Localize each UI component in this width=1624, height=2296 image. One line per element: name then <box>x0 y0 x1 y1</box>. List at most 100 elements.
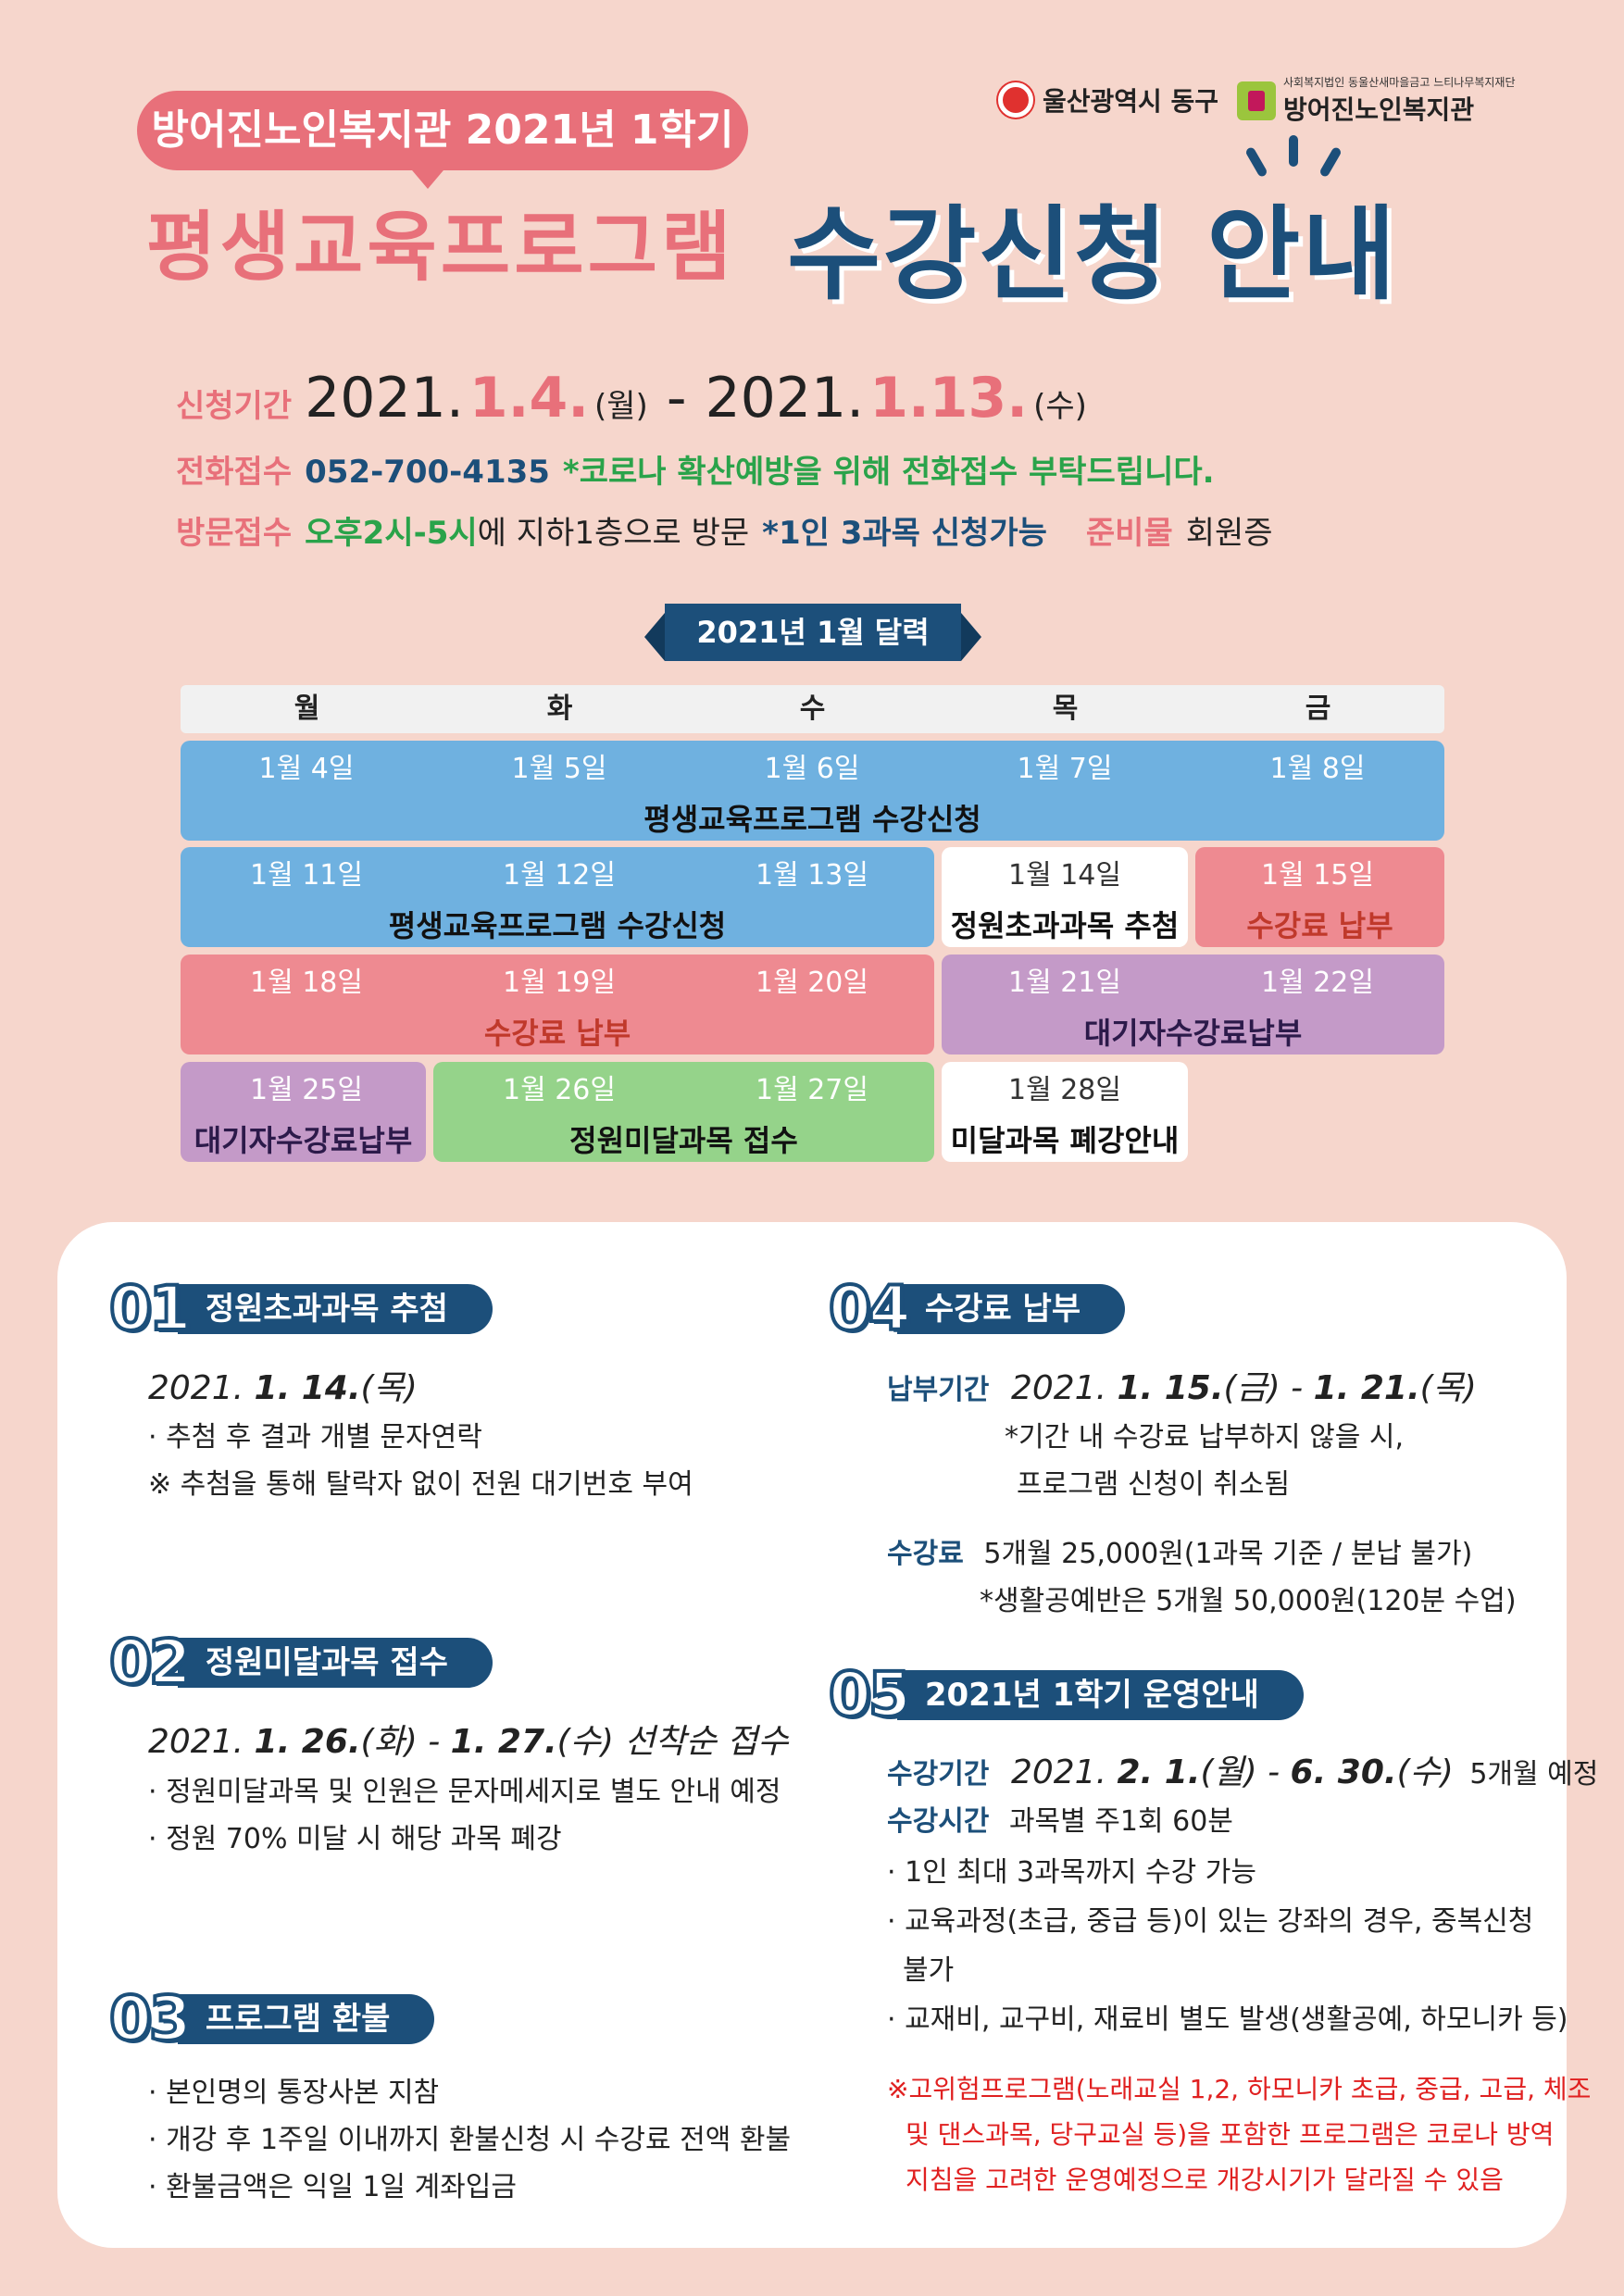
calendar-date: 1월 19일 <box>503 967 616 999</box>
calendar-date: 1월 12일 <box>503 859 616 892</box>
period-end-year: 2021. <box>705 366 865 430</box>
calendar-date: 1월 13일 <box>756 859 868 892</box>
date-text: 2021. <box>148 1369 255 1407</box>
section-01-header: 01 정원초과과목 추첨 <box>107 1271 493 1346</box>
date-text-bold: 1. 26. <box>254 1723 361 1761</box>
calendar-title: 2021년 1월 달력 <box>644 604 981 661</box>
phone-application: 전화접수 052-700-4135 *코로나 확산예방을 위해 전화접수 부탁드… <box>176 446 1215 492</box>
section-04-header: 04 수강료 납부 <box>827 1271 1126 1346</box>
weekday-fri: 금 <box>1305 693 1331 725</box>
section-title: 정원미달과목 접수 <box>177 1637 493 1688</box>
section-04-note: *기간 내 수강료 납부하지 않을 시, <box>1005 1421 1405 1454</box>
calendar-event-label: 정원미달과목 접수 <box>569 1123 798 1158</box>
visit-label: 방문접수 <box>176 515 293 552</box>
calendar-event-label: 정원초과과목 추첨 <box>950 908 1180 943</box>
payment-period-label: 납부기간 <box>887 1374 990 1406</box>
details-panel <box>57 1222 1567 2248</box>
section-01-line: · 추첨 후 결과 개별 문자연락 <box>148 1421 482 1454</box>
section-03-header: 03 프로그램 환불 <box>107 1981 435 2056</box>
prep-label: 준비물 <box>1085 515 1173 552</box>
section-03-line: · 환불금액은 익일 1일 계좌입금 <box>148 2171 517 2203</box>
section-number: 05 <box>827 1657 913 1732</box>
section-05-period: 수강기간 2021. 2. 1.(월) - 6. 30.(수) 5개월 예정 <box>887 1745 1598 1793</box>
section-05-warning: 및 댄스과목, 당구교실 등)을 포함한 프로그램은 코로나 방역 <box>906 2119 1555 2150</box>
course-period-note: 5개월 예정 <box>1469 1758 1599 1791</box>
phone-number: 052-700-4135 <box>305 454 550 491</box>
section-02-line: · 정원 70% 미달 시 해당 과목 폐강 <box>148 1823 562 1855</box>
course-period-label: 수강기간 <box>887 1758 990 1791</box>
calendar-date: 1월 4일 <box>258 753 355 785</box>
calendar-weekday-header: 월 화 수 목 금 <box>181 685 1444 733</box>
fee-value: 5개월 25,000원(1과목 기준 / 분납 불가) <box>983 1538 1473 1570</box>
section-02-header: 02 정원미달과목 접수 <box>107 1625 493 1700</box>
calendar-event-label: 수강료 납부 <box>483 1016 631 1051</box>
page-title-right: 수강신청 안내 <box>787 195 1398 314</box>
visit-time: 오후2시-5시 <box>305 515 478 552</box>
calendar-date: 1월 26일 <box>503 1074 616 1106</box>
section-03-line: · 본인명의 통장사본 지참 <box>148 2077 440 2109</box>
calendar-date: 1월 27일 <box>756 1074 868 1106</box>
dong-gu-logo-text: 울산광역시 동구 <box>1043 86 1219 117</box>
sparkle-icon <box>1289 135 1298 167</box>
date-text-bold: 2. 1. <box>1117 1753 1201 1791</box>
section-05-time: 수강시간 과목별 주1회 60분 <box>887 1798 1233 1839</box>
section-04-fee: 수강료 5개월 25,000원(1과목 기준 / 분납 불가) <box>887 1530 1472 1571</box>
calendar-event-under-enrolled <box>433 1062 934 1162</box>
section-05-line: · 교육과정(초급, 중급 등)이 있는 강좌의 경우, 중복신청 <box>887 1905 1534 1938</box>
calendar-event-cancellation-notice <box>942 1062 1188 1162</box>
section-title: 수강료 납부 <box>896 1283 1126 1334</box>
date-text-bold: 1. 15. <box>1117 1369 1224 1407</box>
page-title-left: 평생교육프로그램 <box>146 204 735 292</box>
date-text: (수) 선착순 접수 <box>556 1723 789 1761</box>
calendar-date: 1월 15일 <box>1261 859 1374 892</box>
calendar-event-payment <box>1195 847 1444 947</box>
section-02-date: 2021. 1. 26.(화) - 1. 27.(수) 선착순 접수 <box>148 1715 788 1763</box>
calendar-event-waitlist-payment <box>181 1062 426 1162</box>
period-start-date: 1.4. <box>468 366 589 430</box>
calendar-event-week1 <box>181 741 1444 841</box>
header-pill: 방어진노인복지관 2021년 1학기 <box>137 91 748 170</box>
calendar-date: 1월 18일 <box>250 967 363 999</box>
section-05-header: 05 2021년 1학기 운영안내 <box>827 1657 1304 1732</box>
weekday-tue: 화 <box>546 693 573 725</box>
section-02-line: · 정원미달과목 및 인원은 문자메세지로 별도 안내 예정 <box>148 1776 781 1808</box>
period-end-date: 1.13. <box>869 366 1029 430</box>
date-text: 2021. <box>148 1723 255 1761</box>
calendar-date: 1월 21일 <box>1008 967 1121 999</box>
calendar-date: 1월 6일 <box>764 753 860 785</box>
header-pill-tail <box>407 165 448 189</box>
calendar-event-waitlist-payment <box>942 955 1444 1054</box>
date-text-bold: 1. 14. <box>254 1369 361 1407</box>
period-label: 신청기간 <box>176 388 293 425</box>
date-text: (화) - <box>360 1723 451 1761</box>
visit-text: 에 지하1층으로 방문 <box>477 515 750 552</box>
application-period: 신청기간 2021. 1.4. (월) - 2021. 1.13. (수) <box>176 366 1087 430</box>
welfare-center-logo-name: 방어진노인복지관 <box>1283 94 1475 125</box>
section-05-line: 불가 <box>903 1954 955 1987</box>
date-weekday: (목) <box>1419 1369 1477 1407</box>
weekday-wed: 수 <box>799 693 826 725</box>
visit-note: *1인 3과목 신청가능 <box>762 515 1047 552</box>
calendar-date: 1월 14일 <box>1008 859 1121 892</box>
calendar-event-registration <box>181 847 934 947</box>
dong-gu-emblem-icon <box>998 82 1033 118</box>
section-01-line: ※ 추첨을 통해 탈락자 없이 전원 대기번호 부여 <box>148 1468 693 1501</box>
date-text-bold: 1. 27. <box>450 1723 557 1761</box>
period-start-year: 2021. <box>305 366 464 430</box>
section-number: 04 <box>827 1271 913 1346</box>
section-03-line: · 개강 후 1주일 이내까지 환불신청 시 수강료 전액 환불 <box>148 2124 792 2156</box>
section-title: 정원초과과목 추첨 <box>177 1283 493 1334</box>
section-number: 03 <box>107 1981 194 2056</box>
date-text: 2021. <box>1010 1369 1118 1407</box>
date-text: 2021. <box>1010 1753 1118 1791</box>
period-dash: - <box>666 366 687 430</box>
calendar-date: 1월 25일 <box>250 1074 363 1106</box>
section-number: 01 <box>107 1271 194 1346</box>
date-weekday: (수) <box>1396 1753 1454 1791</box>
period-end-weekday: (수) <box>1033 388 1087 425</box>
section-title: 프로그램 환불 <box>177 1993 435 2044</box>
calendar-event-label: 대기자수강료납부 <box>1083 1016 1303 1051</box>
date-weekday: (목) <box>360 1369 418 1407</box>
calendar-event-payment <box>181 955 934 1054</box>
course-time-value: 과목별 주1회 60분 <box>1008 1805 1233 1838</box>
